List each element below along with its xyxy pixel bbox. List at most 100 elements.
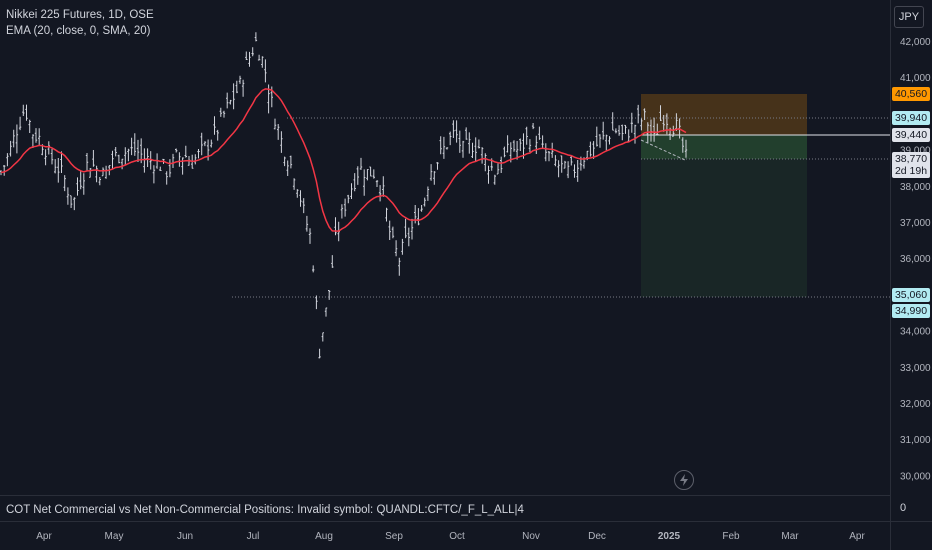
ohlc-bar xyxy=(401,238,404,255)
ohlc-bar xyxy=(15,124,19,154)
ohlc-bar xyxy=(589,141,592,157)
ohlc-bar xyxy=(563,160,567,169)
ohlc-bar xyxy=(531,123,535,130)
ohlc-bar xyxy=(528,139,532,152)
ohlc-bar xyxy=(458,130,461,153)
ohlc-bar xyxy=(127,148,130,162)
ohlc-bar xyxy=(92,150,95,167)
ohlc-bar xyxy=(82,173,85,195)
ohlc-bar xyxy=(73,197,76,211)
ohlc-bar xyxy=(350,183,353,199)
ohlc-bar xyxy=(117,154,121,164)
ohlc-bar xyxy=(340,204,344,219)
ohlc-bar xyxy=(38,128,41,146)
ohlc-bar xyxy=(643,108,646,120)
last-price-value: 38,770 xyxy=(894,153,928,165)
ohlc-bar xyxy=(114,147,117,157)
ohlc-bar xyxy=(375,180,379,187)
ohlc-bar xyxy=(474,137,477,162)
ohlc-bar xyxy=(637,104,640,124)
ohlc-bar xyxy=(299,190,302,207)
ohlc-bar xyxy=(633,124,637,144)
ohlc-bar xyxy=(382,176,385,197)
ohlc-bar xyxy=(124,147,127,166)
ohlc-bar xyxy=(363,169,366,196)
ohlc-bar xyxy=(465,127,468,140)
ohlc-bar xyxy=(152,165,156,184)
ohlc-bar xyxy=(219,107,222,117)
ohlc-bar xyxy=(385,207,388,222)
profit-zone[interactable] xyxy=(641,94,807,135)
ohlc-bar xyxy=(449,131,452,146)
ohlc-bar xyxy=(652,117,656,142)
price-tick-label: 41,000 xyxy=(900,73,931,84)
ohlc-bar xyxy=(63,175,66,192)
price-tick-label: 37,000 xyxy=(900,218,931,229)
bottom-pane-scale: 0 xyxy=(900,502,907,514)
ohlc-bar xyxy=(573,164,576,178)
ohlc-bar xyxy=(493,174,496,185)
ohlc-bar xyxy=(595,126,598,147)
bottom-pane-title[interactable]: COT Net Commercial vs Net Non-Commercial… xyxy=(6,504,524,516)
ohlc-bar xyxy=(184,145,187,158)
ohlc-bar xyxy=(391,226,395,239)
entry-price-tag: 39,440 xyxy=(892,128,930,142)
ohlc-bar xyxy=(76,177,79,196)
ohlc-bar xyxy=(672,125,675,137)
projection-line xyxy=(640,139,686,161)
ohlc-bar xyxy=(455,120,458,143)
symbol-title[interactable]: Nikkei 225 Futures, 1D, OSE xyxy=(6,9,154,21)
ohlc-bar xyxy=(554,155,557,167)
ohlc-bar xyxy=(592,141,595,159)
time-axis[interactable]: Apr May Jun Jul Aug Sep Oct Nov Dec 2025 Feb Mar Apr xyxy=(36,531,865,542)
ohlc-bar xyxy=(31,134,35,148)
ohlc-bar xyxy=(512,140,516,152)
ohlc-bar xyxy=(28,119,31,133)
indicator-title[interactable]: EMA (20, close, 0, SMA, 20) xyxy=(6,25,151,37)
ohlc-bar xyxy=(547,151,551,162)
bar-countdown: 2d 19h xyxy=(894,165,928,177)
ema-line[interactable] xyxy=(0,88,687,232)
ohlc-bar xyxy=(659,105,662,121)
time-tick-label: Jun xyxy=(177,531,193,542)
ohlc-bar xyxy=(684,139,688,158)
ohlc-bar xyxy=(175,148,178,153)
ohlc-bar xyxy=(503,146,506,158)
ohlc-bar xyxy=(79,171,82,190)
ohlc-bar xyxy=(506,135,509,153)
ohlc-bar xyxy=(439,136,442,155)
ohlc-bar xyxy=(602,121,605,140)
ohlc-bar xyxy=(624,124,627,134)
ohlc-bar xyxy=(369,166,372,177)
ohlc-bar xyxy=(394,240,398,257)
lightning-icon[interactable] xyxy=(674,470,694,490)
ohlc-bar xyxy=(640,118,643,131)
time-tick-label: Mar xyxy=(781,531,799,542)
ohlc-bar xyxy=(423,197,426,207)
price-tick-label: 39,000 xyxy=(900,146,931,157)
ohlc-bar xyxy=(98,177,101,186)
time-tick-label: 2025 xyxy=(658,531,681,542)
loss-zone[interactable] xyxy=(641,135,807,297)
level-high-tag: 39,940 xyxy=(892,111,930,125)
ohlc-bar xyxy=(248,51,251,67)
currency-button[interactable]: JPY xyxy=(894,6,924,28)
ohlc-bar xyxy=(681,137,684,153)
ohlc-bar xyxy=(614,128,618,134)
ohlc-bar xyxy=(286,160,289,176)
ohlc-bar xyxy=(111,150,114,169)
price-tick-label: 38,000 xyxy=(900,182,931,193)
ohlc-bar xyxy=(487,165,490,184)
ohlc-bar xyxy=(519,138,522,151)
price-axis[interactable]: 42,000 41,000 39,000 38,000 37,000 36,000 34,0… xyxy=(900,37,931,482)
ohlc-bar xyxy=(232,83,235,110)
ohlc-bar xyxy=(570,156,573,166)
ohlc-bar xyxy=(60,151,63,173)
ohlc-bar xyxy=(3,165,6,176)
price-tick-label: 33,000 xyxy=(900,363,931,374)
ohlc-bars[interactable] xyxy=(0,32,688,359)
ohlc-bar xyxy=(159,166,162,171)
price-tick-label: 36,000 xyxy=(900,254,931,265)
